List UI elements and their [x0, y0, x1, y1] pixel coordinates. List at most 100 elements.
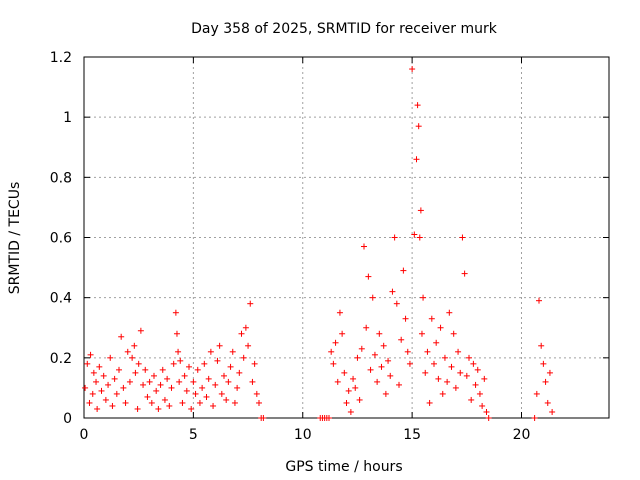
- data-point: [536, 297, 542, 304]
- data-point: [533, 390, 540, 397]
- data-point: [140, 381, 147, 388]
- data-point: [256, 399, 262, 406]
- y-tick-label: 1: [63, 110, 72, 126]
- data-point: [472, 381, 479, 388]
- data-point: [350, 375, 357, 382]
- data-point: [531, 415, 538, 421]
- data-point: [129, 354, 136, 361]
- data-point: [135, 360, 142, 367]
- data-point: [461, 270, 468, 277]
- data-point: [378, 363, 385, 370]
- x-tick-label: 5: [189, 427, 198, 443]
- data-point: [433, 339, 440, 346]
- data-point: [175, 348, 182, 355]
- y-axis-label: SRMTID / TECUs: [7, 182, 23, 295]
- data-point: [196, 399, 203, 406]
- data-point: [341, 369, 348, 376]
- y-tick-label: 0.8: [50, 170, 72, 186]
- data-points: [82, 66, 556, 421]
- data-point: [354, 354, 361, 361]
- data-point: [424, 348, 431, 355]
- data-point: [247, 300, 254, 307]
- data-point: [479, 402, 486, 409]
- data-point: [201, 360, 208, 367]
- data-point: [406, 360, 413, 367]
- data-point: [426, 399, 433, 406]
- data-point: [212, 381, 219, 388]
- x-tick-labels: 0 5 10 15 20: [80, 427, 531, 443]
- data-point: [481, 375, 488, 382]
- data-point: [134, 405, 141, 412]
- data-point: [339, 330, 346, 337]
- data-point: [225, 378, 232, 385]
- data-point: [242, 324, 249, 331]
- data-point: [457, 369, 464, 376]
- data-point: [82, 384, 89, 391]
- data-point: [151, 372, 157, 379]
- data-point: [170, 360, 177, 367]
- data-point: [111, 375, 118, 382]
- data-point: [190, 378, 197, 385]
- data-point: [98, 387, 105, 394]
- data-point: [540, 360, 547, 367]
- data-point: [455, 348, 462, 355]
- data-point: [404, 348, 411, 355]
- data-point: [205, 375, 212, 382]
- data-point: [231, 399, 238, 406]
- data-point: [194, 366, 201, 373]
- data-point: [148, 399, 155, 406]
- data-point: [396, 381, 402, 388]
- data-point: [120, 384, 127, 391]
- data-point: [207, 348, 214, 355]
- data-point: [229, 348, 236, 355]
- y-tick-label: 0.6: [50, 231, 72, 247]
- data-point: [417, 207, 424, 214]
- data-point: [356, 396, 363, 403]
- data-point: [107, 354, 114, 361]
- data-point: [203, 393, 210, 400]
- data-point: [380, 342, 387, 349]
- data-point: [176, 378, 183, 385]
- data-point: [422, 369, 429, 376]
- data-point: [468, 396, 475, 403]
- data-point: [330, 360, 337, 367]
- data-point: [347, 408, 354, 415]
- data-point: [137, 327, 144, 334]
- data-point: [332, 339, 339, 346]
- data-point: [448, 363, 455, 370]
- data-point: [161, 396, 168, 403]
- data-point: [470, 360, 477, 367]
- data-point: [102, 396, 109, 403]
- data-point: [90, 369, 97, 376]
- data-point: [84, 360, 91, 367]
- data-point: [96, 363, 103, 370]
- data-point: [181, 372, 188, 379]
- data-point: [452, 384, 459, 391]
- data-point: [476, 390, 483, 397]
- data-point: [538, 342, 545, 349]
- data-point: [439, 390, 446, 397]
- data-point: [437, 324, 444, 331]
- data-point: [234, 384, 241, 391]
- data-point: [238, 330, 245, 337]
- data-point: [155, 405, 162, 412]
- data-point: [326, 415, 332, 421]
- data-point: [94, 405, 101, 412]
- data-point: [227, 363, 234, 370]
- data-point: [413, 156, 420, 163]
- data-point: [393, 300, 400, 307]
- data-point: [416, 234, 423, 241]
- data-point: [371, 351, 378, 358]
- data-point: [221, 372, 227, 379]
- grid-lines: [84, 57, 609, 418]
- data-point: [474, 366, 481, 373]
- data-point: [420, 294, 427, 301]
- data-point: [334, 378, 341, 385]
- data-point: [363, 324, 370, 331]
- data-point: [177, 357, 184, 364]
- data-point: [435, 375, 442, 382]
- data-point: [546, 369, 553, 376]
- data-point: [459, 234, 466, 241]
- data-point: [166, 402, 173, 409]
